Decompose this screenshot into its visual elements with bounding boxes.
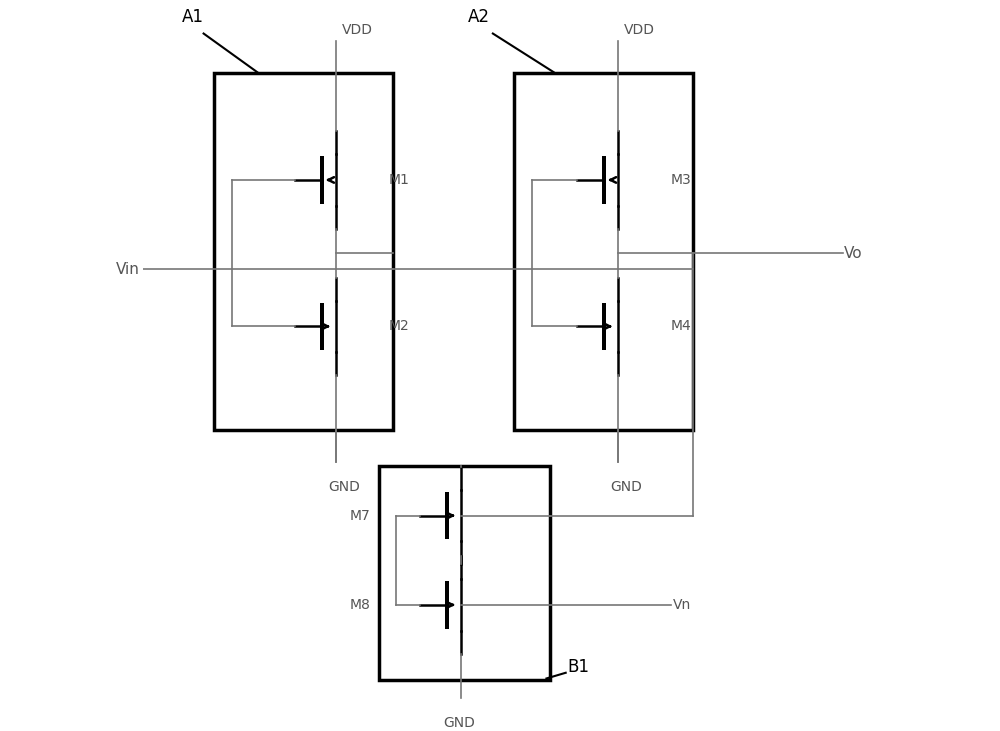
Text: GND: GND bbox=[329, 480, 360, 494]
Text: GND: GND bbox=[443, 716, 475, 730]
Bar bbox=[514, 73, 693, 430]
Text: M4: M4 bbox=[670, 319, 691, 333]
Text: VDD: VDD bbox=[341, 23, 372, 37]
Bar bbox=[214, 73, 393, 430]
Text: Vo: Vo bbox=[844, 246, 863, 261]
Bar bbox=[379, 466, 550, 680]
Text: VDD: VDD bbox=[624, 23, 655, 37]
Text: M2: M2 bbox=[388, 319, 409, 333]
Text: M8: M8 bbox=[350, 598, 371, 612]
Text: A2: A2 bbox=[468, 8, 490, 26]
Text: A1: A1 bbox=[182, 8, 204, 26]
Text: M7: M7 bbox=[350, 509, 371, 523]
Text: M3: M3 bbox=[670, 173, 691, 187]
Text: B1: B1 bbox=[568, 659, 590, 676]
Text: M1: M1 bbox=[388, 173, 409, 187]
Text: Vn: Vn bbox=[673, 598, 691, 612]
Text: GND: GND bbox=[611, 480, 643, 494]
Text: Vin: Vin bbox=[115, 262, 139, 277]
